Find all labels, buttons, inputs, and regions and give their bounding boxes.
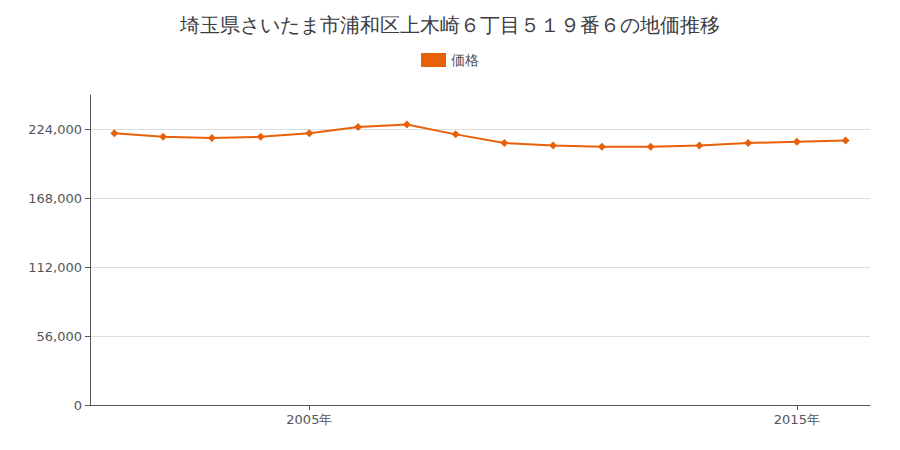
svg-text:56,000: 56,000	[37, 329, 83, 344]
svg-text:価格: 価格	[451, 52, 479, 68]
svg-text:168,000: 168,000	[28, 191, 82, 206]
svg-text:224,000: 224,000	[28, 122, 82, 137]
svg-text:2005年: 2005年	[286, 412, 332, 427]
svg-text:2015年: 2015年	[774, 412, 820, 427]
svg-text:0: 0	[74, 398, 82, 413]
svg-text:112,000: 112,000	[28, 260, 82, 275]
svg-text:埼玉県さいたま市浦和区上木崎６丁目５１９番６の地価推移: 埼玉県さいたま市浦和区上木崎６丁目５１９番６の地価推移	[179, 13, 720, 37]
